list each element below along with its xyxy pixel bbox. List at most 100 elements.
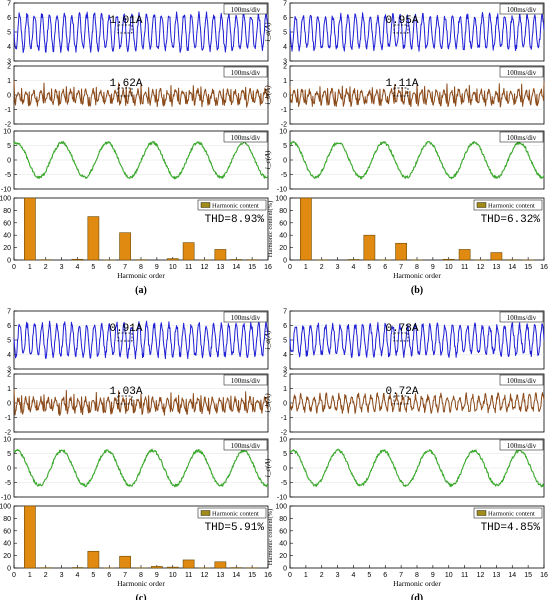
y-tick-label: 3 bbox=[283, 59, 287, 66]
y-tick-label: -1 bbox=[5, 415, 11, 422]
y-tick-label: 1 bbox=[7, 386, 11, 393]
x-tick-label: 7 bbox=[123, 264, 127, 271]
y-tick-label: -10 bbox=[277, 495, 287, 502]
thd-value: THD=8.93% bbox=[205, 214, 265, 226]
y-tick-label: 20 bbox=[279, 245, 287, 252]
y-tick-label: 4 bbox=[283, 44, 287, 51]
x-tick-label: 3 bbox=[60, 264, 64, 271]
x-tick-label: 7 bbox=[123, 572, 127, 579]
harmonic-bar bbox=[151, 566, 163, 569]
waveform-plot-1: 3 4 5 6 7 i_a(A) 100ms/div 0.95A bbox=[263, 1, 545, 66]
y-tick-label: 5 bbox=[7, 30, 11, 37]
y-tick-label: 10 bbox=[279, 129, 287, 136]
waveform-plot-2: -2 -1 0 1 2 i_b(A) 100ms/div 1.11A bbox=[263, 64, 545, 129]
y-tick-label: 4 bbox=[7, 44, 11, 51]
timebase-box: 100ms/div bbox=[223, 66, 268, 78]
y-tick-label: 100 bbox=[0, 504, 11, 511]
y-tick-label: 2 bbox=[7, 64, 11, 71]
x-axis-label: Harmonic order bbox=[117, 579, 165, 588]
waveform-plot-1: 3 4 5 6 7 i_a(A) 100ms/div 0.78A bbox=[263, 309, 545, 374]
y-tick-label: 0 bbox=[7, 258, 11, 265]
ripple-annotation: 1.62A bbox=[109, 78, 142, 90]
y-tick-label: 6 bbox=[283, 15, 287, 22]
x-axis-label: Harmonic order bbox=[393, 579, 441, 588]
timebase-box: 100ms/div bbox=[499, 3, 544, 15]
y-axis-label: i_b(A) bbox=[263, 393, 272, 413]
x-tick-label: 8 bbox=[139, 572, 143, 579]
waveform-plot-1: 3 4 5 6 7 i_a(A)100ms/div 0.91A bbox=[7, 309, 269, 374]
legend-swatch bbox=[200, 202, 211, 208]
x-tick-label: 3 bbox=[60, 572, 64, 579]
x-tick-label: 5 bbox=[91, 264, 95, 271]
harmonic-bar bbox=[87, 550, 100, 569]
timebase-frame bbox=[499, 439, 544, 451]
harmonic-bar bbox=[395, 242, 407, 261]
waveform-plot-2: -2 -1 0 1 2 i_b(A)100ms/div 1.62A bbox=[5, 64, 269, 129]
y-axis-label: Harmonic content(%) bbox=[267, 509, 274, 566]
x-tick-label: 16 bbox=[264, 264, 272, 271]
harmonic-bar bbox=[182, 242, 195, 261]
chart-legend: Harmonic content bbox=[197, 199, 267, 211]
waveform-plot-1: 3 4 5 6 7 i_a(A)100ms/div 1.01A bbox=[7, 1, 269, 66]
chart-legend: Harmonic content bbox=[473, 199, 543, 211]
y-tick-label: -10 bbox=[277, 187, 287, 194]
ripple-marker bbox=[393, 24, 409, 34]
timebase-box: 100ms/div bbox=[223, 3, 268, 15]
y-tick-label: -2 bbox=[281, 122, 287, 129]
y-tick-label: 4 bbox=[7, 352, 11, 359]
legend-frame bbox=[197, 199, 267, 211]
harmonic-bar bbox=[182, 559, 195, 569]
x-axis-label: Harmonic order bbox=[393, 271, 441, 280]
harmonic-bar bbox=[300, 197, 312, 261]
x-tick-label: 11 bbox=[461, 572, 468, 579]
timebase-frame bbox=[223, 311, 268, 323]
harmonic-bar bbox=[166, 258, 179, 261]
x-tick-label: 11 bbox=[461, 264, 468, 271]
waveform-trace bbox=[13, 140, 269, 180]
ripple-marker bbox=[393, 332, 409, 342]
harmonic-bar bbox=[24, 505, 36, 569]
waveform-plot-3: -10 -5 0 5 10 i_c(A) 100ms/div bbox=[263, 437, 545, 502]
x-tick-label: 12 bbox=[477, 264, 485, 271]
x-tick-label: 13 bbox=[492, 572, 500, 579]
x-tick-label: 5 bbox=[91, 572, 95, 579]
legend-frame bbox=[473, 199, 543, 211]
x-tick-label: 1 bbox=[304, 572, 308, 579]
y-tick-label: 5 bbox=[7, 143, 11, 150]
y-tick-label: 60 bbox=[279, 220, 287, 227]
harmonic-bar bbox=[71, 258, 84, 261]
x-tick-label: 12 bbox=[477, 572, 485, 579]
x-tick-label: 9 bbox=[155, 572, 159, 579]
x-tick-label: 2 bbox=[320, 572, 324, 579]
y-tick-label: 0 bbox=[283, 401, 287, 408]
y-tick-label: 20 bbox=[279, 553, 287, 560]
x-tick-label: 4 bbox=[76, 572, 80, 579]
legend-frame bbox=[197, 507, 267, 519]
timebase-label: 100ms/div bbox=[507, 134, 537, 142]
x-tick-label: 2 bbox=[320, 264, 324, 271]
y-tick-label: 5 bbox=[283, 451, 287, 458]
timebase-label: 100ms/div bbox=[507, 6, 537, 14]
waveform-trace bbox=[13, 10, 269, 54]
harmonic-bar bbox=[230, 259, 243, 261]
timebase-box: 100ms/div bbox=[499, 439, 544, 451]
x-tick-label: 1 bbox=[304, 264, 308, 271]
thd-value: THD=4.85% bbox=[481, 522, 541, 534]
ripple-marker bbox=[393, 395, 409, 405]
x-tick-label: 12 bbox=[201, 572, 209, 579]
timebase-label: 100ms/div bbox=[507, 69, 537, 77]
timebase-frame bbox=[223, 439, 268, 451]
timebase-frame bbox=[223, 3, 268, 15]
harmonic-bar bbox=[490, 252, 503, 261]
y-tick-label: 0 bbox=[283, 466, 287, 473]
x-tick-label: 7 bbox=[399, 264, 403, 271]
x-tick-label: 16 bbox=[540, 264, 548, 271]
ripple-annotation: 0.95A bbox=[385, 15, 418, 27]
timebase-label: 100ms/div bbox=[231, 6, 261, 14]
timebase-frame bbox=[499, 311, 544, 323]
timebase-label: 100ms/div bbox=[507, 377, 537, 385]
